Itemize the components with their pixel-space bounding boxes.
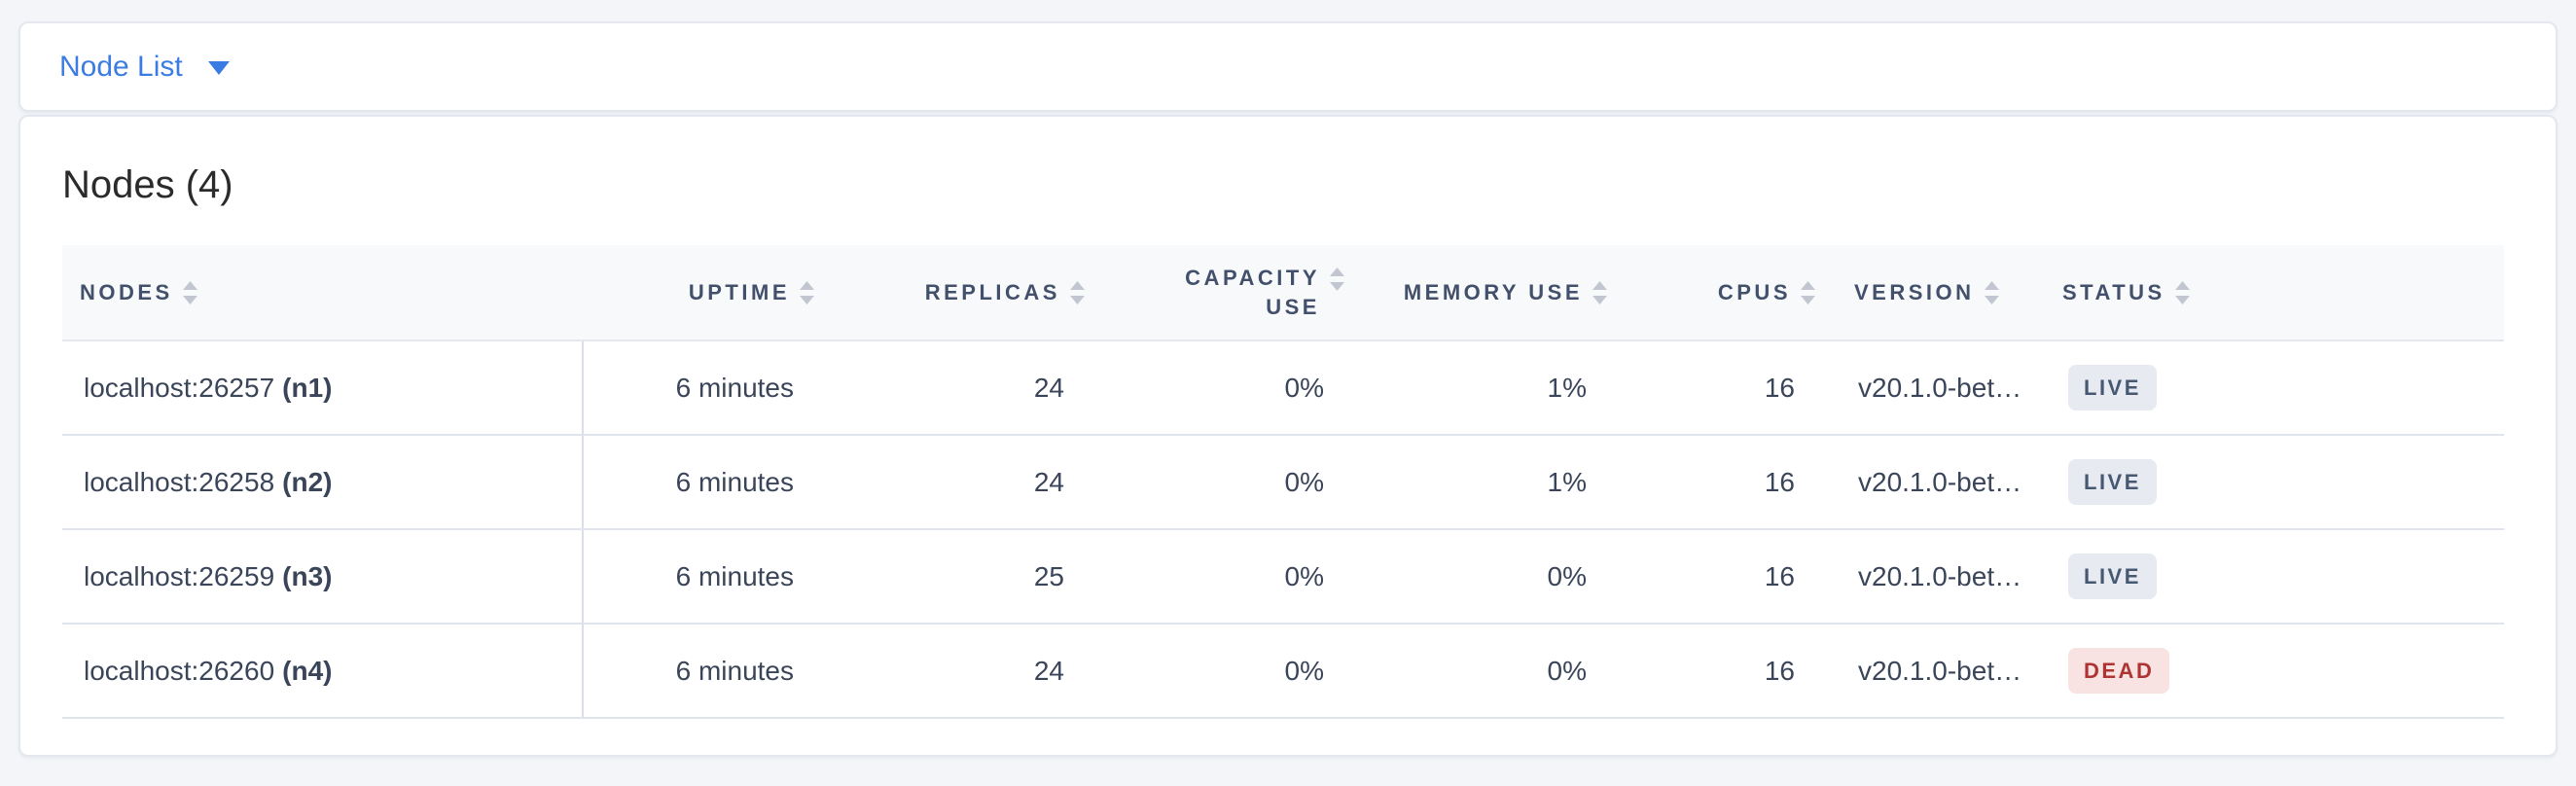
cell-cpus: 16 [1619, 529, 1827, 625]
sort-arrows-icon [1801, 280, 1815, 304]
sort-arrows-icon [1984, 280, 1999, 304]
cell-memory-use: 0% [1356, 624, 1619, 719]
cell-node-address: localhost:26260 (n4) [62, 624, 584, 719]
node-id: (n1) [282, 372, 333, 403]
status-badge: LIVE [2068, 553, 2157, 600]
cell-memory-use: 1% [1356, 435, 1619, 530]
column-header-capacity-use[interactable]: CAPACITY USE [1096, 245, 1356, 341]
node-address: localhost:26260 [84, 655, 275, 686]
column-header-uptime[interactable]: UPTIME [583, 245, 826, 341]
node-address: localhost:26258 [84, 466, 275, 497]
cell-status: DEAD [2055, 624, 2504, 719]
cell-memory-use: 1% [1356, 340, 1619, 436]
sort-arrows-icon [1330, 268, 1344, 291]
cell-capacity-use: 0% [1096, 340, 1356, 436]
node-id: (n4) [282, 655, 333, 686]
cell-uptime: 6 minutes [583, 529, 826, 625]
column-label: CAPACITY USE [1185, 265, 1320, 319]
status-badge: DEAD [2068, 647, 2170, 695]
sort-arrows-icon [2174, 280, 2190, 304]
column-label: VERSION [1854, 279, 1975, 304]
cell-version: v20.1.0-bet… [1827, 529, 2055, 625]
cell-replicas: 24 [826, 624, 1096, 719]
column-header-memory-use[interactable]: MEMORY USE [1356, 245, 1619, 341]
status-badge: LIVE [2068, 458, 2157, 506]
cell-replicas: 25 [826, 529, 1096, 625]
table-header-row: NODES UPTIME REPLICAS [62, 245, 2504, 341]
cell-status: LIVE [2055, 529, 2504, 625]
cell-uptime: 6 minutes [583, 340, 826, 436]
cell-cpus: 16 [1619, 340, 1827, 436]
table-row[interactable]: localhost:26258 (n2) 6 minutes 24 0% 1% 1… [62, 435, 2504, 530]
column-label: REPLICAS [924, 279, 1060, 304]
node-id: (n2) [282, 466, 333, 497]
column-header-version[interactable]: VERSION [1827, 245, 2055, 341]
page-title: Nodes (4) [62, 163, 233, 206]
caret-down-icon [207, 61, 230, 75]
cell-version: v20.1.0-bet… [1827, 340, 2055, 436]
column-label: UPTIME [688, 279, 790, 304]
column-header-nodes[interactable]: NODES [62, 245, 583, 341]
table-row[interactable]: localhost:26257 (n1) 6 minutes 24 0% 1% 1… [62, 340, 2504, 436]
column-label: MEMORY USE [1403, 279, 1583, 304]
status-badge: LIVE [2068, 364, 2157, 411]
cell-cpus: 16 [1619, 435, 1827, 530]
cell-capacity-use: 0% [1096, 529, 1356, 625]
sort-arrows-icon [800, 280, 814, 304]
table-row[interactable]: localhost:26260 (n4) 6 minutes 24 0% 0% 1… [62, 624, 2504, 719]
cell-memory-use: 0% [1356, 529, 1619, 625]
cell-version: v20.1.0-bet… [1827, 624, 2055, 719]
cell-capacity-use: 0% [1096, 435, 1356, 530]
table-row[interactable]: localhost:26259 (n3) 6 minutes 25 0% 0% 1… [62, 529, 2504, 625]
cell-replicas: 24 [826, 340, 1096, 436]
cell-replicas: 24 [826, 435, 1096, 530]
column-label: NODES [80, 279, 173, 304]
cell-uptime: 6 minutes [583, 624, 826, 719]
cell-status: LIVE [2055, 435, 2504, 530]
cell-node-address: localhost:26258 (n2) [62, 435, 584, 530]
cell-version: v20.1.0-bet… [1827, 435, 2055, 530]
node-list-dropdown[interactable]: Node List [59, 50, 230, 83]
column-label: CPUS [1717, 279, 1791, 304]
column-header-replicas[interactable]: REPLICAS [826, 245, 1096, 341]
column-label: STATUS [2062, 279, 2165, 304]
node-address: localhost:26259 [84, 560, 275, 591]
cell-uptime: 6 minutes [583, 435, 826, 530]
cell-node-address: localhost:26257 (n1) [62, 340, 584, 436]
node-id: (n3) [282, 560, 333, 591]
sort-arrows-icon [1592, 280, 1607, 304]
dropdown-label: Node List [59, 50, 183, 83]
cell-capacity-use: 0% [1096, 624, 1356, 719]
column-header-cpus[interactable]: CPUS [1619, 245, 1827, 341]
node-list-dropdown-card: Node List [18, 21, 2558, 112]
nodes-card: Nodes (4) NODES UPTIME [18, 115, 2558, 757]
cell-cpus: 16 [1619, 624, 1827, 719]
nodes-table: NODES UPTIME REPLICAS [62, 245, 2504, 719]
sort-arrows-icon [182, 280, 197, 304]
cell-status: LIVE [2055, 340, 2504, 436]
column-header-status[interactable]: STATUS [2055, 245, 2504, 341]
cell-node-address: localhost:26259 (n3) [62, 529, 584, 625]
node-address: localhost:26257 [84, 372, 275, 403]
sort-arrows-icon [1070, 280, 1085, 304]
